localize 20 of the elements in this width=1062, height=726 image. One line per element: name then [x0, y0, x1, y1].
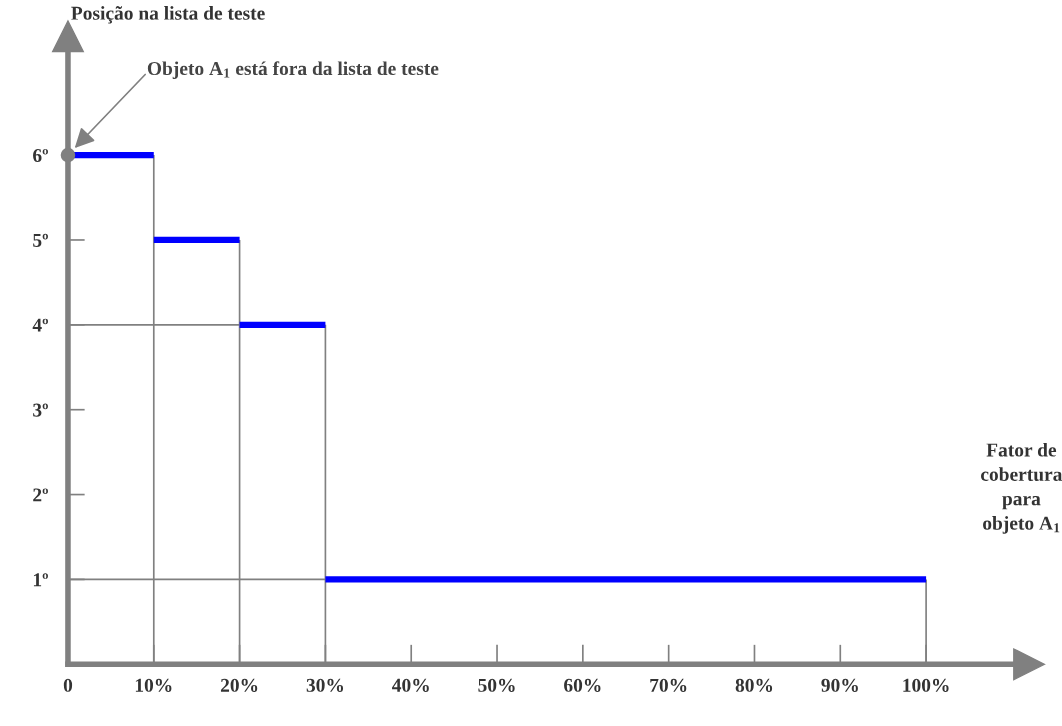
x-tick-label: 20% — [220, 678, 258, 692]
y-tick-label: 1º — [33, 573, 48, 587]
x-tick-label: 70% — [650, 678, 687, 692]
x-tick-label: 30% — [306, 678, 344, 692]
x-tick-label: 50% — [478, 678, 515, 692]
y-tick-label: 5º — [33, 233, 48, 247]
y-tick-label: 3º — [33, 403, 48, 417]
x-axis-title: Fator de cobertura para objeto A$_{1}$ — [981, 442, 1062, 534]
x-tick-label: 10% — [135, 678, 172, 692]
annotation: Objeto A$_{1}$ está fora da lista de teste — [147, 61, 439, 80]
x-tick-label: 100% — [903, 678, 949, 692]
y-axis-title: Posição na lista de teste — [71, 6, 265, 24]
x-tick-label: 80% — [735, 678, 773, 692]
x-tick-label: 0 — [63, 678, 73, 692]
y-tick-label: 4º — [32, 318, 48, 332]
y-tick-label: 6º — [33, 148, 48, 163]
x-tick-label: 90% — [821, 678, 858, 692]
y-tick-label: 2º — [33, 488, 48, 502]
x-tick-label: 40% — [392, 678, 429, 692]
x-tick-label: 60% — [564, 678, 601, 692]
